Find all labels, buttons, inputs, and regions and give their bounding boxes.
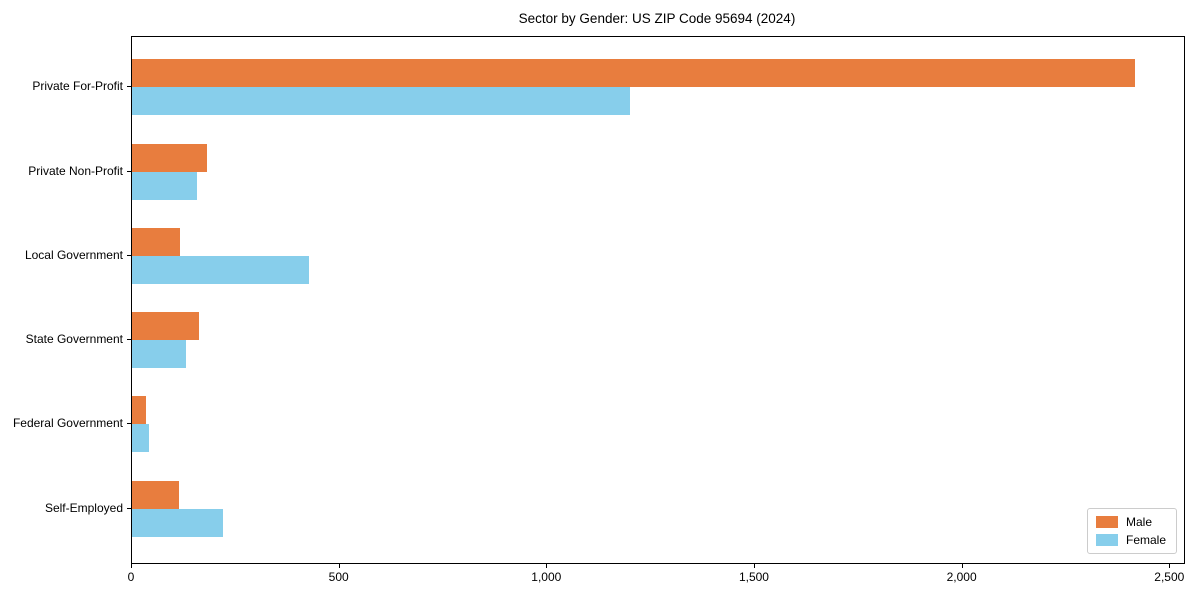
x-tick-label-500: 500 xyxy=(328,570,349,584)
x-tick-label-2000: 2,000 xyxy=(946,570,977,584)
legend-label-female: Female xyxy=(1125,533,1166,547)
y-tick-label-private-for-profit: Private For-Profit xyxy=(32,79,123,94)
x-tick-label-1000: 1,000 xyxy=(531,570,562,584)
y-tick-label-self-employed: Self-Employed xyxy=(44,500,123,515)
y-tick-self-employed xyxy=(127,507,131,509)
legend-label-male: Male xyxy=(1125,515,1152,529)
y-tick-label-private-non-profit: Private Non-Profit xyxy=(28,163,123,178)
x-tick-2500 xyxy=(1169,564,1171,568)
x-tick-1500 xyxy=(753,564,755,568)
x-tick-1000 xyxy=(546,564,548,568)
bar-female-private-for-profit xyxy=(132,87,631,116)
x-tick-2000 xyxy=(961,564,963,568)
bar-male-federal-government xyxy=(132,396,146,425)
legend: Male Female xyxy=(1086,508,1177,554)
bar-female-private-non-profit xyxy=(132,171,198,200)
x-tick-label-1500: 1,500 xyxy=(738,570,769,584)
legend-item-male: Male xyxy=(1095,515,1166,529)
x-tick-label-2500: 2,500 xyxy=(1154,570,1185,584)
legend-item-female: Female xyxy=(1095,533,1166,547)
legend-swatch-female xyxy=(1095,534,1118,546)
y-tick-private-for-profit xyxy=(127,86,131,88)
bar-female-federal-government xyxy=(132,424,150,453)
bar-male-local-government xyxy=(132,227,180,256)
y-tick-private-non-profit xyxy=(127,170,131,172)
x-tick-500 xyxy=(338,564,340,568)
x-tick-label-0: 0 xyxy=(127,570,135,584)
y-tick-federal-government xyxy=(127,423,131,425)
bar-female-state-government xyxy=(132,340,186,369)
y-tick-local-government xyxy=(127,254,131,256)
y-tick-label-local-government: Local Government xyxy=(24,247,123,262)
chart-title: Sector by Gender: US ZIP Code 95694 (202… xyxy=(518,11,796,26)
y-tick-label-state-government: State Government xyxy=(25,332,123,347)
bar-male-private-non-profit xyxy=(132,143,207,172)
y-tick-label-federal-government: Federal Government xyxy=(12,416,123,431)
legend-swatch-male xyxy=(1095,516,1118,528)
x-tick-0 xyxy=(131,564,132,568)
plot-area: Male Female xyxy=(131,36,1185,564)
y-tick-state-government xyxy=(127,339,131,341)
bar-male-state-government xyxy=(132,312,200,341)
bar-female-local-government xyxy=(132,255,309,284)
bar-male-private-for-profit xyxy=(132,59,1135,88)
bar-male-self-employed xyxy=(132,480,179,509)
bar-female-self-employed xyxy=(132,508,224,537)
